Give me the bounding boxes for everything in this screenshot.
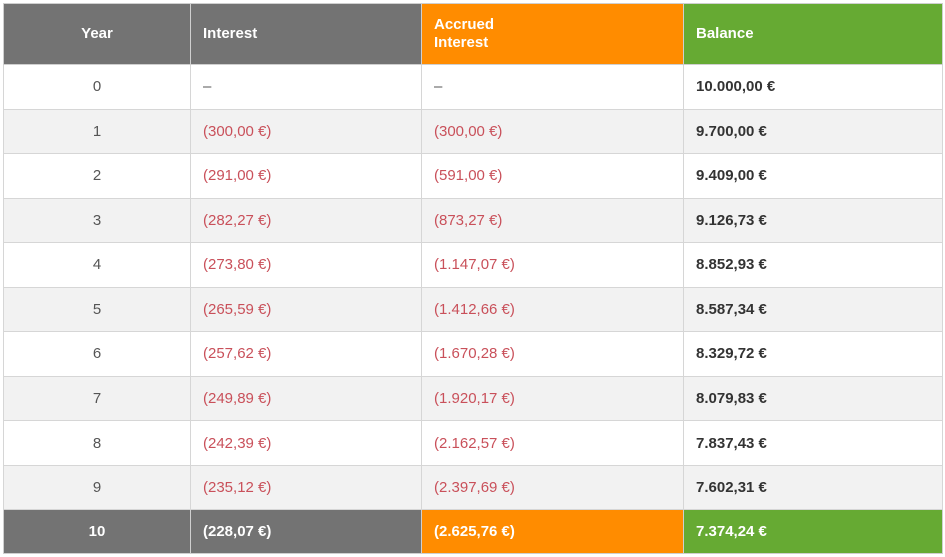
balance-cell: 9.700,00 € xyxy=(683,108,943,155)
balance-cell: 9.409,00 € xyxy=(683,153,943,199)
interest-cell: (291,00 €) xyxy=(190,153,422,199)
table-row: 0 – – 10.000,00 € xyxy=(3,64,943,110)
table-row: 4 (273,80 €) (1.147,07 €) 8.852,93 € xyxy=(3,242,943,288)
table-row: 9 (235,12 €) (2.397,69 €) 7.602,31 € xyxy=(3,464,943,511)
year-cell: 4 xyxy=(3,242,191,288)
header-accrued-interest: Accrued Interest xyxy=(421,3,684,65)
year-cell: 8 xyxy=(3,420,191,466)
table-row: 7 (249,89 €) (1.920,17 €) 8.079,83 € xyxy=(3,375,943,422)
balance-cell: 7.602,31 € xyxy=(683,464,943,511)
balance-cell: 8.329,72 € xyxy=(683,331,943,377)
accrued-interest-cell: (1.670,28 €) xyxy=(421,331,684,377)
accrued-interest-cell: (1.412,66 €) xyxy=(421,286,684,333)
balance-cell: 8.079,83 € xyxy=(683,375,943,422)
accrued-interest-cell: (1.920,17 €) xyxy=(421,375,684,422)
interest-cell: (265,59 €) xyxy=(190,286,422,333)
balance-cell: 10.000,00 € xyxy=(683,64,943,110)
interest-cell: – xyxy=(190,64,422,110)
accrued-interest-cell: (591,00 €) xyxy=(421,153,684,199)
year-cell: 6 xyxy=(3,331,191,377)
total-interest-cell: (228,07 €) xyxy=(190,509,422,554)
header-accrued-line2: Interest xyxy=(434,34,489,51)
header-year: Year xyxy=(3,3,191,65)
interest-cell: (300,00 €) xyxy=(190,108,422,155)
total-balance-cell: 7.374,24 € xyxy=(683,509,943,554)
balance-cell: 8.587,34 € xyxy=(683,286,943,333)
accrued-interest-cell: (873,27 €) xyxy=(421,197,684,244)
year-cell: 7 xyxy=(3,375,191,422)
interest-schedule-table: Year Interest Accrued Interest Balance 0… xyxy=(3,3,943,554)
interest-cell: (242,39 €) xyxy=(190,420,422,466)
year-cell: 9 xyxy=(3,464,191,511)
interest-cell: (282,27 €) xyxy=(190,197,422,244)
table-row: 8 (242,39 €) (2.162,57 €) 7.837,43 € xyxy=(3,420,943,466)
balance-cell: 8.852,93 € xyxy=(683,242,943,288)
table-row: 6 (257,62 €) (1.670,28 €) 8.329,72 € xyxy=(3,331,943,377)
table-row: 2 (291,00 €) (591,00 €) 9.409,00 € xyxy=(3,153,943,199)
accrued-interest-cell: – xyxy=(421,64,684,110)
year-cell: 1 xyxy=(3,108,191,155)
table-row: 1 (300,00 €) (300,00 €) 9.700,00 € xyxy=(3,108,943,155)
accrued-interest-cell: (2.397,69 €) xyxy=(421,464,684,511)
table-row: 5 (265,59 €) (1.412,66 €) 8.587,34 € xyxy=(3,286,943,333)
total-accrued-interest-cell: (2.625,76 €) xyxy=(421,509,684,554)
interest-cell: (235,12 €) xyxy=(190,464,422,511)
header-accrued-line1: Accrued xyxy=(434,16,495,33)
balance-cell: 9.126,73 € xyxy=(683,197,943,244)
interest-cell: (273,80 €) xyxy=(190,242,422,288)
interest-cell: (257,62 €) xyxy=(190,331,422,377)
accrued-interest-cell: (2.162,57 €) xyxy=(421,420,684,466)
balance-cell: 7.837,43 € xyxy=(683,420,943,466)
interest-cell: (249,89 €) xyxy=(190,375,422,422)
header-interest: Interest xyxy=(190,3,422,65)
total-year-cell: 10 xyxy=(3,509,191,554)
header-balance: Balance xyxy=(683,3,943,65)
table-row: 3 (282,27 €) (873,27 €) 9.126,73 € xyxy=(3,197,943,244)
total-row: 10 (228,07 €) (2.625,76 €) 7.374,24 € xyxy=(3,509,943,554)
year-cell: 0 xyxy=(3,64,191,110)
year-cell: 2 xyxy=(3,153,191,199)
accrued-interest-cell: (300,00 €) xyxy=(421,108,684,155)
header-row: Year Interest Accrued Interest Balance xyxy=(3,3,943,65)
year-cell: 3 xyxy=(3,197,191,244)
year-cell: 5 xyxy=(3,286,191,333)
accrued-interest-cell: (1.147,07 €) xyxy=(421,242,684,288)
